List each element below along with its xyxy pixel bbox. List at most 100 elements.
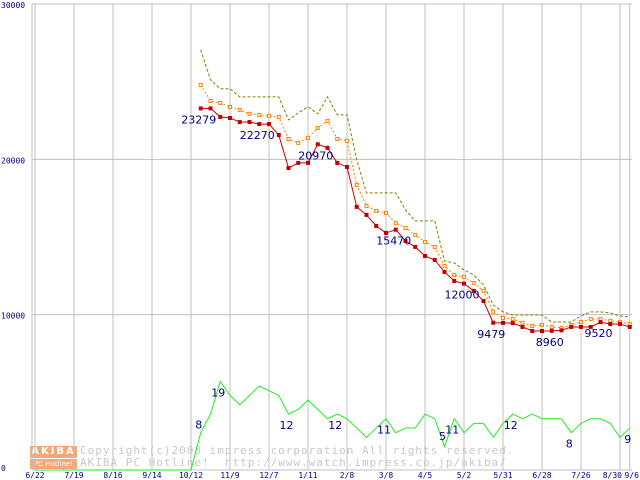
data-point <box>364 203 369 208</box>
data-point <box>257 112 262 117</box>
data-point <box>218 114 223 119</box>
data-point <box>452 272 457 277</box>
data-point <box>335 160 340 165</box>
data-point <box>423 239 427 244</box>
data-point <box>374 223 379 228</box>
copyright-watermark: Copyright(c)2008 impress corporation All… <box>80 444 515 457</box>
data-point <box>335 136 340 141</box>
data-point <box>384 230 388 235</box>
data-point <box>354 204 359 209</box>
data-label: 9520 <box>585 327 613 340</box>
data-label: 15470 <box>376 235 411 248</box>
data-point <box>374 208 379 213</box>
data-point <box>530 328 535 333</box>
data-point <box>413 232 418 237</box>
data-point <box>218 100 223 105</box>
data-point <box>579 319 583 324</box>
y-tick-label: 10000 <box>1 312 25 321</box>
data-point <box>520 320 525 325</box>
data-point <box>384 210 388 215</box>
data-point <box>598 320 603 325</box>
data-point <box>520 324 525 329</box>
data-label: 8 <box>566 438 573 451</box>
data-label: 11 <box>377 424 391 437</box>
data-point <box>315 142 320 147</box>
data-point <box>608 318 613 323</box>
x-tick-label: 3/8 <box>379 471 394 480</box>
data-point <box>608 321 613 326</box>
data-point <box>462 274 466 279</box>
data-point <box>325 145 330 150</box>
data-point <box>549 324 554 329</box>
data-point <box>559 328 564 333</box>
data-point <box>413 244 418 249</box>
data-label: 9 <box>624 433 631 446</box>
x-tick-label: 6/28 <box>532 471 551 480</box>
data-label: 22270 <box>240 129 275 142</box>
data-point <box>442 263 447 268</box>
x-tick-label: 7/26 <box>571 471 590 480</box>
data-point <box>510 317 515 322</box>
data-point <box>423 253 427 258</box>
x-tick-label: 4/5 <box>418 471 433 480</box>
x-tick-label: 1/11 <box>298 471 317 480</box>
data-point <box>598 317 603 322</box>
data-point <box>354 182 359 187</box>
data-point <box>325 118 330 123</box>
data-point <box>257 122 262 127</box>
x-tick-label: 6/22 <box>25 471 44 480</box>
data-label: 5 <box>439 430 446 443</box>
data-point <box>549 328 554 333</box>
data-point <box>569 324 574 329</box>
y-tick-label: 0 <box>1 464 6 473</box>
data-point <box>627 324 632 329</box>
x-tick-label: 2/8 <box>340 471 355 480</box>
data-label: 23279 <box>181 113 216 126</box>
data-point <box>452 278 457 283</box>
logo-top: AKIBA <box>30 446 77 458</box>
data-point <box>345 164 349 169</box>
data-point <box>276 114 281 119</box>
x-tick-label: 12/7 <box>259 471 278 480</box>
data-point <box>306 160 310 165</box>
x-tick-label: 10/12 <box>179 471 203 480</box>
data-point <box>393 220 398 225</box>
series-line-average-price <box>200 84 630 329</box>
data-point <box>198 82 203 87</box>
data-point <box>393 227 398 232</box>
data-point <box>491 320 496 325</box>
data-point <box>247 120 252 125</box>
data-point <box>208 106 213 111</box>
data-point <box>501 315 505 320</box>
akiba-logo: AKIBA PC Hotline! <box>30 446 77 469</box>
x-tick-label: 7/19 <box>64 471 83 480</box>
data-point <box>228 104 232 109</box>
x-tick-label: 8/30 <box>603 471 622 480</box>
x-tick-label: 8/16 <box>103 471 122 480</box>
data-point <box>432 257 437 262</box>
data-point <box>267 122 271 127</box>
data-label: 8960 <box>536 336 564 349</box>
data-point <box>208 98 213 103</box>
data-point <box>198 106 203 111</box>
data-point <box>510 321 515 326</box>
data-point <box>228 116 232 121</box>
data-point <box>481 298 486 303</box>
y-tick-label: 30000 <box>1 1 25 10</box>
data-point <box>237 120 242 125</box>
data-point <box>296 140 301 145</box>
data-point <box>579 324 583 329</box>
data-point <box>618 321 622 326</box>
data-point <box>286 136 291 141</box>
data-point <box>345 138 349 143</box>
data-point <box>403 238 408 243</box>
data-point <box>237 107 242 112</box>
data-point <box>267 113 271 118</box>
series-line-max-price <box>200 49 630 323</box>
x-tick-label: 11/9 <box>220 471 239 480</box>
data-point <box>481 288 486 293</box>
data-point <box>540 328 544 333</box>
data-point <box>462 281 466 286</box>
url-watermark: AKIBA PC Hotline! http://www.watch.impre… <box>80 456 507 469</box>
